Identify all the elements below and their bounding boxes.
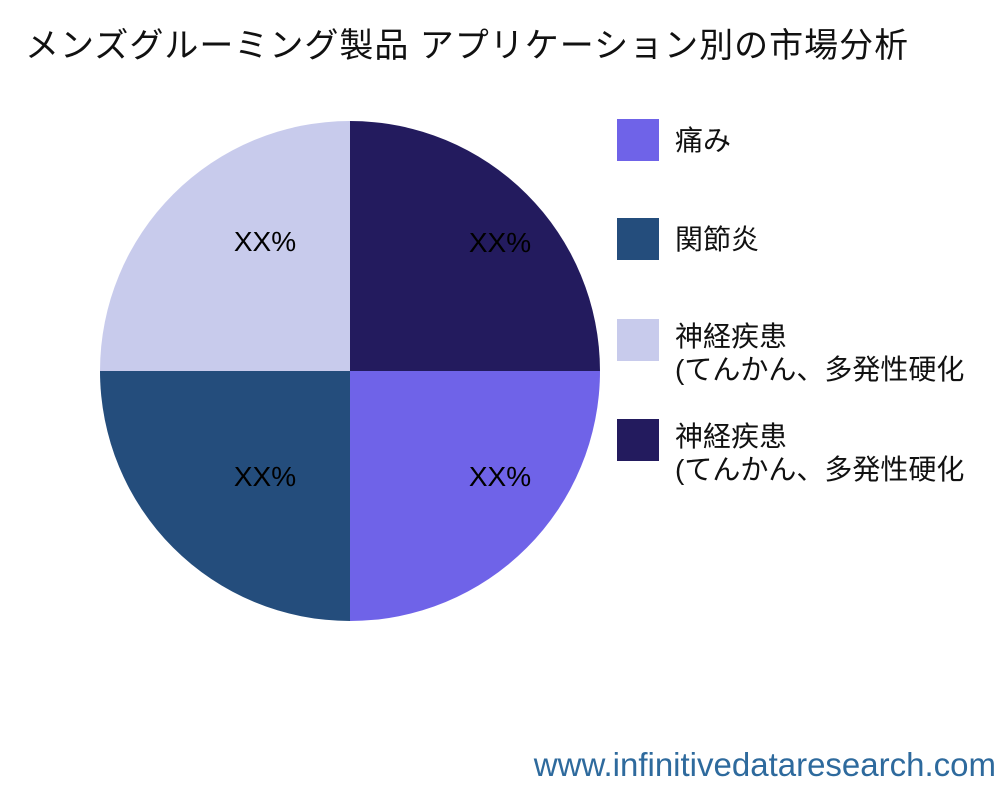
legend-label-text: 痛み xyxy=(675,125,732,156)
legend-label-text: 関節炎 xyxy=(675,224,760,255)
footer-url: www.infinitivedataresearch.com xyxy=(533,746,996,783)
chart-title: メンズグルーミング製品 アプリケーション別の市場分析 xyxy=(25,27,910,65)
slice-percent-label-top-left: XX% xyxy=(233,226,297,257)
slice-percent-label-bottom-left: XX% xyxy=(233,461,297,492)
legend-swatch-arthritis xyxy=(617,218,659,260)
legend-label-text-line2: (てんかん、多発性硬化 xyxy=(675,354,965,385)
legend-label-text-line1: 神経疾患 xyxy=(675,321,788,352)
legend-label-neuro-light: 神経疾患 (てんかん、多発性硬化 xyxy=(675,320,964,386)
legend-label-text-line2: (てんかん、多発性硬化 xyxy=(675,454,965,485)
legend-label-pain: 痛み xyxy=(675,124,731,157)
pie-chart xyxy=(100,121,600,621)
slice-percent-label-top-right: XX% xyxy=(468,227,532,258)
legend-swatch-neuro-light xyxy=(617,319,659,361)
slice-percent-label-bottom-right: XX% xyxy=(468,461,532,492)
legend-label-arthritis: 関節炎 xyxy=(675,223,759,256)
legend-label-text-line1: 神経疾患 xyxy=(675,421,788,452)
legend-label-neuro-dark: 神経疾患 (てんかん、多発性硬化 xyxy=(675,420,964,486)
legend-swatch-pain xyxy=(617,119,659,161)
legend-swatch-neuro-dark xyxy=(617,419,659,461)
